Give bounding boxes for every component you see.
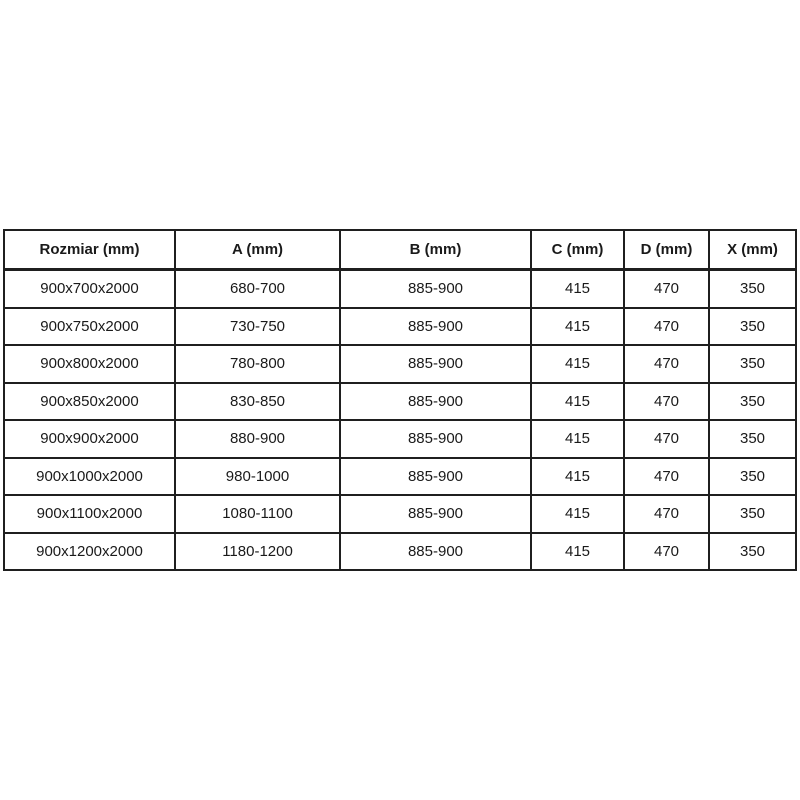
table-cell-a: 830-850 — [174, 381, 341, 421]
table-cell-a: 880-900 — [174, 419, 341, 459]
table-cell-rozmiar: 900x1000x2000 — [3, 456, 176, 496]
table-cell-b: 885-900 — [339, 494, 532, 534]
column-header-d: D (mm) — [623, 229, 710, 271]
table-cell-c: 415 — [530, 344, 625, 384]
table-cell-b: 885-900 — [339, 268, 532, 309]
table-cell-d: 470 — [623, 494, 710, 534]
table-row: 900x1000x2000 980-1000 885-900 415 470 3… — [3, 456, 797, 496]
table-cell-b: 885-900 — [339, 531, 532, 571]
table-cell-a: 680-700 — [174, 268, 341, 309]
table-cell-x: 350 — [708, 456, 797, 496]
table-cell-c: 415 — [530, 268, 625, 309]
table-cell-rozmiar: 900x1100x2000 — [3, 494, 176, 534]
table-cell-c: 415 — [530, 381, 625, 421]
table-cell-a: 1180-1200 — [174, 531, 341, 571]
column-header-x: X (mm) — [708, 229, 797, 271]
table-cell-x: 350 — [708, 494, 797, 534]
table-cell-c: 415 — [530, 306, 625, 346]
dimensions-table: Rozmiar (mm) A (mm) B (mm) C (mm) D (mm)… — [3, 229, 797, 571]
table-row: 900x850x2000 830-850 885-900 415 470 350 — [3, 381, 797, 421]
table-cell-rozmiar: 900x800x2000 — [3, 344, 176, 384]
table-cell-b: 885-900 — [339, 381, 532, 421]
table-row: 900x700x2000 680-700 885-900 415 470 350 — [3, 268, 797, 309]
column-header-a: A (mm) — [174, 229, 341, 271]
table-cell-a: 780-800 — [174, 344, 341, 384]
column-header-b: B (mm) — [339, 229, 532, 271]
table-row: 900x750x2000 730-750 885-900 415 470 350 — [3, 306, 797, 346]
table-row: 900x900x2000 880-900 885-900 415 470 350 — [3, 419, 797, 459]
table-cell-rozmiar: 900x1200x2000 — [3, 531, 176, 571]
table-cell-c: 415 — [530, 494, 625, 534]
table-cell-x: 350 — [708, 306, 797, 346]
table-cell-rozmiar: 900x900x2000 — [3, 419, 176, 459]
table-cell-x: 350 — [708, 268, 797, 309]
column-header-c: C (mm) — [530, 229, 625, 271]
table-cell-c: 415 — [530, 419, 625, 459]
table-cell-a: 1080-1100 — [174, 494, 341, 534]
table-cell-d: 470 — [623, 456, 710, 496]
table-cell-d: 470 — [623, 381, 710, 421]
table-cell-b: 885-900 — [339, 456, 532, 496]
table-cell-b: 885-900 — [339, 306, 532, 346]
table-row: 900x1100x2000 1080-1100 885-900 415 470 … — [3, 494, 797, 534]
table-cell-d: 470 — [623, 344, 710, 384]
table-cell-rozmiar: 900x750x2000 — [3, 306, 176, 346]
table-header-row: Rozmiar (mm) A (mm) B (mm) C (mm) D (mm)… — [3, 229, 797, 271]
column-header-rozmiar: Rozmiar (mm) — [3, 229, 176, 271]
table-cell-d: 470 — [623, 531, 710, 571]
table-cell-b: 885-900 — [339, 419, 532, 459]
table-cell-d: 470 — [623, 268, 710, 309]
table-cell-a: 980-1000 — [174, 456, 341, 496]
table-cell-a: 730-750 — [174, 306, 341, 346]
table-cell-d: 470 — [623, 306, 710, 346]
table-cell-d: 470 — [623, 419, 710, 459]
table-cell-x: 350 — [708, 344, 797, 384]
table-row: 900x1200x2000 1180-1200 885-900 415 470 … — [3, 531, 797, 571]
table-row: 900x800x2000 780-800 885-900 415 470 350 — [3, 344, 797, 384]
table-cell-x: 350 — [708, 531, 797, 571]
table-cell-b: 885-900 — [339, 344, 532, 384]
table-cell-rozmiar: 900x700x2000 — [3, 268, 176, 309]
table-cell-x: 350 — [708, 381, 797, 421]
table-cell-x: 350 — [708, 419, 797, 459]
table-cell-c: 415 — [530, 456, 625, 496]
table-cell-rozmiar: 900x850x2000 — [3, 381, 176, 421]
table-cell-c: 415 — [530, 531, 625, 571]
